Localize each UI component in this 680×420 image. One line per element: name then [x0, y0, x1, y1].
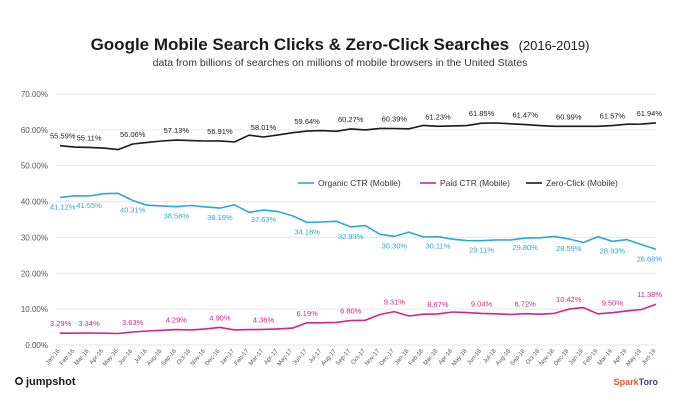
- data-label: 38.58%: [164, 212, 190, 221]
- jumpshot-icon: [15, 376, 24, 385]
- data-label: 28.59%: [556, 244, 582, 253]
- data-label: 4.90%: [209, 313, 231, 322]
- data-label: 56.06%: [120, 130, 146, 139]
- data-label: 4.36%: [253, 315, 275, 324]
- x-tick-label: May-18: [451, 348, 469, 368]
- series-layer: [59, 122, 657, 335]
- x-tick-label: Jun-16: [118, 348, 135, 366]
- data-label: 3.34%: [78, 319, 100, 328]
- series-line-1: [60, 303, 657, 335]
- chart-title-main: Google Mobile Search Clicks & Zero-Click…: [91, 35, 510, 54]
- x-tick-label: Mar-19: [597, 348, 614, 367]
- data-label: 6.80%: [340, 307, 362, 316]
- data-label: 3.29%: [50, 319, 72, 328]
- sparktoro-logo: SparkToro: [614, 377, 659, 387]
- x-tick-label: Mar-18: [423, 348, 440, 367]
- data-label: 41.55%: [76, 201, 102, 210]
- x-tick-label: May-19: [626, 348, 644, 368]
- data-label: 61.47%: [512, 111, 538, 120]
- x-tick-label: May-16: [102, 348, 120, 368]
- data-label: 40.31%: [120, 205, 146, 214]
- data-label: 8.72%: [515, 300, 537, 309]
- data-label: 8.67%: [427, 300, 449, 309]
- y-tick-label: 60.00%: [21, 126, 48, 135]
- data-label: 30.11%: [426, 242, 451, 251]
- data-label: 9.04%: [471, 299, 493, 308]
- y-axis: 0.00% 10.00% 20.00% 30.00% 40.00% 50.00% 60.00…: [21, 90, 48, 350]
- x-tick-label: Dec-17: [379, 348, 396, 367]
- data-label: 60.99%: [556, 112, 582, 121]
- y-tick-label: 70.00%: [21, 90, 48, 99]
- jumpshot-logo: jumpshot: [15, 376, 76, 388]
- legend-label: Paid CTR (Mobile): [440, 178, 510, 188]
- data-label: 61.23%: [425, 112, 451, 121]
- chart-subtitle: data from billions of searches on millio…: [153, 57, 528, 69]
- legend-label: Zero-Click (Mobile): [546, 178, 618, 188]
- legend: Organic CTR (Mobile) Paid CTR (Mobile) Zer…: [298, 178, 618, 188]
- data-label: 11.38%: [637, 290, 662, 299]
- jumpshot-wordmark: jumpshot: [25, 376, 76, 388]
- data-label: 29.11%: [469, 246, 494, 255]
- x-tick-label: Mar-16: [74, 348, 91, 367]
- x-tick-label: Sep-17: [335, 348, 352, 367]
- data-label: 10.42%: [556, 295, 582, 304]
- data-label: 38.19%: [207, 213, 233, 222]
- data-label: 61.57%: [600, 112, 626, 121]
- data-label: 29.80%: [512, 243, 538, 252]
- y-tick-label: 30.00%: [21, 233, 48, 242]
- y-tick-label: 0.00%: [25, 341, 48, 350]
- x-tick-label: Mar-17: [248, 348, 265, 367]
- data-labels: 41.12% 41.55% 40.31% 38.58% 38.19% 37.63% 34.1…: [50, 109, 662, 328]
- series-line-2: [59, 122, 657, 151]
- data-label: 59.64%: [294, 117, 320, 126]
- y-tick-label: 50.00%: [21, 162, 48, 171]
- data-label: 28.93%: [600, 246, 626, 255]
- data-label: 9.31%: [384, 298, 406, 307]
- sparktoro-wordmark-spark: Spark: [614, 377, 640, 387]
- sparktoro-wordmark-toro: Toro: [639, 377, 659, 387]
- x-tick-label: Jun-18: [467, 348, 484, 366]
- data-label: 3.63%: [122, 318, 144, 327]
- x-tick-label: Sep-16: [161, 348, 178, 367]
- series-line-0: [59, 192, 657, 251]
- data-label: 9.50%: [602, 299, 624, 308]
- data-label: 41.12%: [50, 203, 76, 212]
- data-label: 4.29%: [166, 316, 188, 325]
- x-tick-label: May-17: [277, 348, 295, 368]
- data-label: 61.85%: [469, 109, 495, 118]
- data-label: 61.94%: [637, 109, 663, 118]
- x-tick-label: Sep-18: [510, 348, 527, 367]
- x-tick-label: Jun-17: [292, 348, 309, 366]
- x-tick-label: Dec-16: [204, 348, 221, 367]
- data-label: 60.27%: [338, 115, 364, 124]
- data-label: 60.39%: [382, 114, 408, 123]
- data-label: 58.01%: [251, 123, 277, 132]
- data-label: 37.63%: [251, 215, 277, 224]
- y-tick-label: 40.00%: [21, 198, 48, 207]
- data-label: 57.13%: [164, 126, 190, 135]
- data-label: 56.91%: [207, 127, 233, 136]
- y-tick-label: 20.00%: [21, 269, 48, 278]
- x-tick-label: Jun-19: [641, 348, 658, 366]
- chart-title-years: (2016-2019): [519, 38, 590, 53]
- grid-layer: [56, 93, 656, 346]
- chart-title: Google Mobile Search Clicks & Zero-Click…: [91, 35, 590, 54]
- sparktoro-wordmark: SparkToro: [614, 377, 659, 387]
- data-label: 6.19%: [296, 309, 318, 318]
- data-label: 30.30%: [382, 241, 408, 250]
- data-label: 34.18%: [294, 227, 320, 236]
- data-label: 26.68%: [637, 254, 663, 263]
- legend-label: Organic CTR (Mobile): [318, 178, 401, 188]
- x-tick-label: Dec-18: [553, 348, 570, 367]
- data-label: 55.11%: [77, 133, 102, 142]
- data-label: 55.59%: [50, 132, 76, 141]
- data-label: 32.93%: [338, 232, 364, 241]
- y-tick-label: 10.00%: [21, 305, 48, 314]
